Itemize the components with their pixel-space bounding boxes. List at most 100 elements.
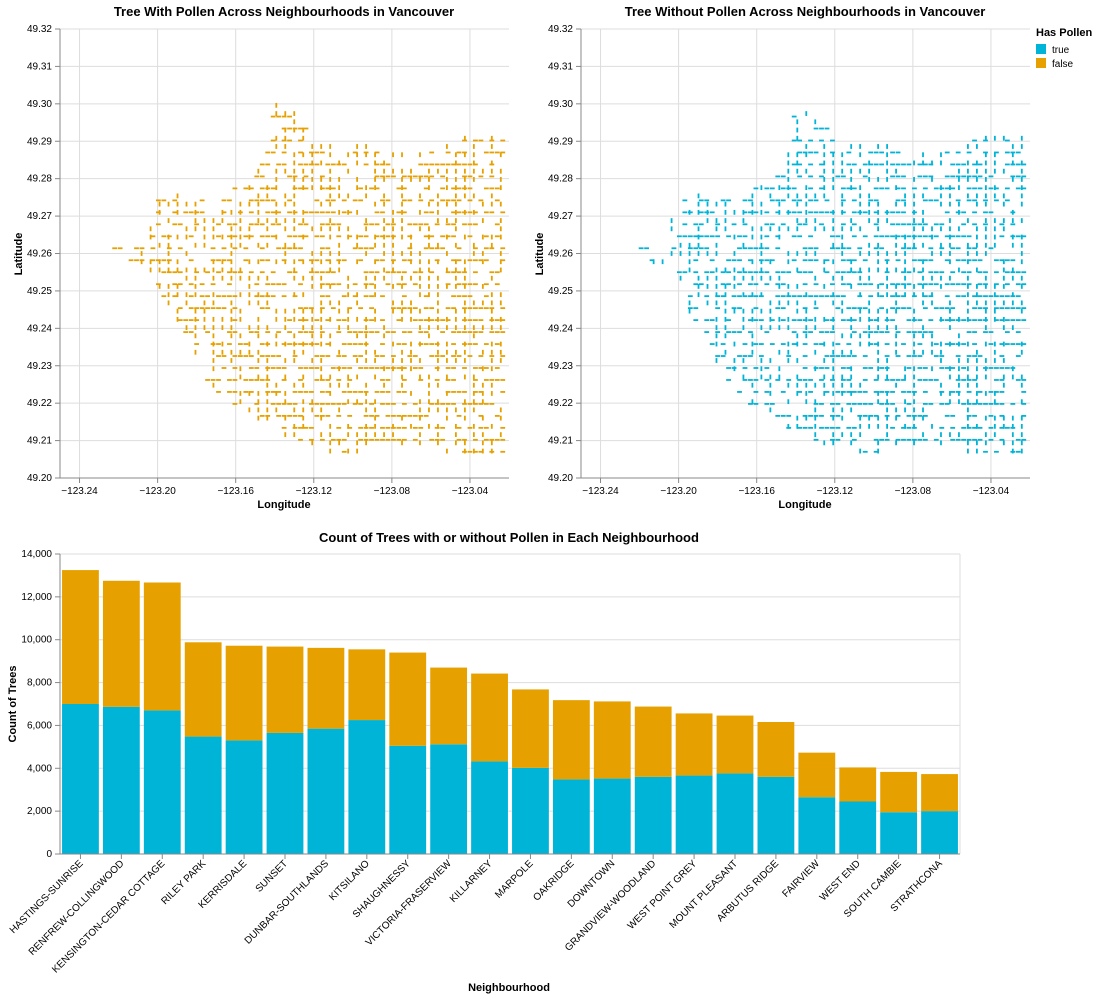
- bar-y-tick-label: 6,000: [27, 720, 52, 731]
- tree-point: [939, 271, 945, 274]
- tree-point: [341, 438, 347, 441]
- tree-point: [401, 177, 403, 182]
- tree-point: [481, 399, 484, 405]
- tree-point: [819, 403, 824, 405]
- tree-point: [320, 374, 323, 380]
- tree-point: [797, 175, 803, 178]
- tree-point: [890, 307, 895, 310]
- map1-axes: −123.24 −123.20 −123.16 −123.12 −123.08 −123.…: [27, 24, 509, 497]
- tree-point: [401, 367, 407, 369]
- tree-point: [931, 251, 933, 256]
- bar-true: [348, 720, 386, 854]
- tree-point: [840, 283, 846, 286]
- tree-point: [879, 438, 885, 441]
- tree-point: [753, 295, 759, 298]
- tree-point: [715, 292, 718, 298]
- tree-point: [281, 259, 287, 262]
- tree-point: [976, 193, 978, 199]
- tree-point: [230, 325, 233, 330]
- tree-point: [212, 358, 215, 363]
- tree-point: [724, 316, 727, 322]
- tree-point: [330, 187, 336, 190]
- tree-point: [988, 403, 994, 405]
- tree-point: [984, 325, 987, 330]
- tree-point: [298, 235, 303, 238]
- tree-point: [329, 267, 332, 273]
- tree-point: [319, 187, 325, 190]
- tree-point: [455, 440, 457, 446]
- tree-point: [205, 379, 210, 381]
- tree-point: [940, 349, 942, 355]
- tree-point: [212, 292, 215, 298]
- tree-point: [704, 199, 710, 202]
- tree-point: [478, 355, 484, 357]
- tree-point: [489, 163, 495, 166]
- tree-point: [940, 440, 942, 446]
- tree-point: [901, 247, 906, 250]
- tree-point: [369, 247, 374, 250]
- tree-point: [166, 259, 172, 262]
- tree-point: [194, 307, 200, 310]
- tree-point: [928, 319, 934, 322]
- tree-point: [494, 271, 500, 274]
- tree-point: [841, 391, 844, 396]
- tree-point: [813, 151, 819, 154]
- tree-point: [913, 366, 915, 372]
- tree-point: [802, 355, 808, 357]
- tree-point: [808, 331, 813, 333]
- tree-point: [693, 307, 699, 310]
- tree-point: [314, 414, 320, 417]
- tree-point: [1004, 163, 1010, 166]
- tree-point: [922, 414, 928, 417]
- tree-point: [499, 152, 502, 158]
- tree-point: [742, 379, 748, 381]
- tree-point: [895, 307, 901, 310]
- tree-point: [886, 251, 889, 256]
- tree-point: [972, 163, 977, 166]
- tree-point: [967, 407, 969, 413]
- tree-point: [742, 275, 745, 281]
- tree-point: [437, 358, 439, 363]
- tree-point: [851, 199, 857, 202]
- tree-point: [239, 316, 242, 322]
- tree-point: [751, 341, 754, 347]
- tree-point: [254, 367, 260, 369]
- tree-point: [706, 218, 709, 223]
- tree-point: [467, 355, 473, 357]
- tree-point: [481, 440, 484, 446]
- tree-point: [994, 367, 999, 369]
- tree-point: [994, 199, 999, 202]
- tree-point: [243, 235, 249, 238]
- tree-point: [330, 403, 336, 405]
- tree-point: [481, 300, 484, 306]
- tree-point: [780, 199, 786, 202]
- tree-point: [265, 307, 271, 310]
- tree-point: [688, 308, 691, 314]
- tree-point: [742, 325, 745, 330]
- tree-point: [994, 379, 999, 381]
- tree-point: [365, 349, 368, 355]
- tree-point: [284, 127, 287, 133]
- tree-point: [314, 403, 320, 405]
- tree-point: [797, 163, 803, 166]
- tree-point: [786, 379, 792, 381]
- tree-point: [983, 223, 988, 226]
- tree-point: [787, 325, 790, 330]
- tree-point: [944, 367, 950, 369]
- tree-point: [185, 251, 188, 256]
- tree-point: [687, 211, 693, 214]
- tree-point: [383, 168, 385, 174]
- tree-point: [216, 355, 221, 357]
- tree-point: [679, 251, 682, 256]
- tree-point: [733, 341, 736, 347]
- tree-point: [473, 403, 478, 405]
- tree-point: [950, 175, 956, 178]
- tree-point: [243, 391, 249, 393]
- tree-point: [966, 235, 972, 238]
- tree-point: [383, 382, 385, 388]
- tree-point: [933, 438, 939, 441]
- tree-point: [429, 355, 435, 357]
- tree-point: [841, 308, 844, 314]
- tree-point: [254, 199, 260, 202]
- tree-point: [463, 193, 466, 199]
